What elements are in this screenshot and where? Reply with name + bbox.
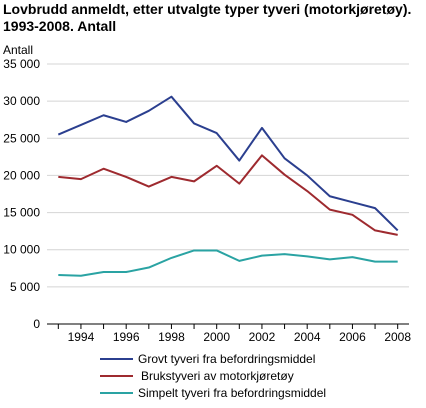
legend-label-3: Simpelt tyveri fra befordringsmiddel	[138, 386, 326, 400]
y-tick-label: 15 000	[3, 206, 40, 220]
y-tick-label: 30 000	[3, 94, 40, 108]
series-line-1	[57, 95, 399, 232]
y-tick-label: 5 000	[10, 280, 40, 294]
x-tick-label: 1996	[113, 330, 140, 344]
x-tick-label: 2006	[339, 330, 366, 344]
gridlines	[47, 63, 409, 288]
legend: Grovt tyveri fra befordringsmiddel Brukst…	[100, 352, 326, 400]
series-line-3	[58, 249, 398, 277]
y-tick-label: 20 000	[3, 168, 40, 182]
y-tick-label: 25 000	[3, 131, 40, 145]
y-tick-label: 35 000	[3, 57, 40, 71]
chart-title-line-2: 1993-2008. Antall	[3, 18, 117, 34]
series-line-2	[58, 154, 398, 236]
series-lines	[57, 95, 399, 277]
legend-label-1: Grovt tyveri fra befordringsmiddel	[138, 352, 315, 366]
x-tick-label: 2008	[384, 330, 411, 344]
x-tick-label: 1994	[68, 330, 95, 344]
y-axis-label: Antall	[3, 43, 33, 57]
x-tick-label: 2004	[294, 330, 321, 344]
y-tick-label: 10 000	[3, 243, 40, 257]
x-tick-label: 2002	[249, 330, 276, 344]
legend-label-2: Brukstyveri av motorkjøretøy	[141, 369, 294, 383]
y-axis-ticks: Antall 0 5 000 10 000 15 000 20 000 25 000 30 0…	[3, 43, 40, 331]
x-tick-label: 1998	[158, 330, 185, 344]
x-tick-label: 2000	[203, 330, 230, 344]
y-tick-label: 0	[33, 317, 40, 331]
chart-title-line-1: Lovbrudd anmeldt, etter utvalgte typer t…	[3, 1, 412, 17]
x-axis-ticks: 1994 1996 1998 2000 2002 2004 2006 2008	[47, 323, 411, 344]
chart-title: Lovbrudd anmeldt, etter utvalgte typer t…	[3, 1, 423, 35]
